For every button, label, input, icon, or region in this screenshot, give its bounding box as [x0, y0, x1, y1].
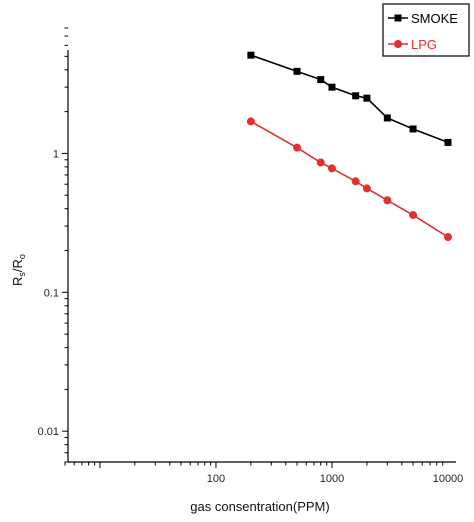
x-axis-title: gas consentration(PPM): [190, 499, 329, 514]
series-layer: [246, 51, 452, 242]
data-point-lpg: [293, 143, 302, 152]
data-point-lpg: [444, 233, 452, 242]
data-point-lpg: [316, 158, 325, 167]
x-tick-label: 10000: [433, 473, 464, 485]
data-point-smoke: [293, 67, 301, 75]
data-point-smoke: [444, 138, 452, 146]
legend-lpg-marker: [394, 40, 402, 48]
y-tick-label: 0.01: [38, 426, 59, 438]
data-point-lpg: [246, 117, 255, 126]
series-smoke: [247, 51, 452, 146]
data-point-lpg: [351, 177, 360, 186]
data-point-lpg: [409, 211, 418, 220]
data-point-smoke: [328, 83, 336, 91]
series-lpg: [246, 117, 452, 242]
axes: 100 1000 10000 0.01 0.1 1: [38, 27, 464, 485]
series-line-smoke: [250, 54, 449, 144]
x-tick-label: 1000: [320, 473, 344, 485]
data-point-lpg: [327, 164, 336, 173]
data-point-smoke: [247, 51, 255, 59]
data-point-lpg: [362, 184, 371, 193]
data-point-smoke: [409, 125, 417, 133]
y-axis-title: Rs/Ro: [10, 254, 27, 286]
data-point-smoke: [352, 92, 360, 100]
data-point-lpg: [383, 196, 392, 205]
y-tick-label: 1: [53, 148, 59, 160]
data-point-smoke: [317, 76, 325, 84]
data-point-smoke: [383, 114, 391, 122]
x-tick-label: 100: [207, 473, 225, 485]
legend: SMOKE LPG: [382, 3, 470, 57]
legend-lpg-label: LPG: [411, 37, 437, 52]
series-line-lpg: [250, 120, 449, 238]
legend-smoke-label: SMOKE: [411, 11, 458, 26]
data-point-smoke: [363, 94, 371, 102]
legend-smoke-marker: [394, 14, 402, 22]
y-tick-label: 0.1: [44, 287, 59, 299]
